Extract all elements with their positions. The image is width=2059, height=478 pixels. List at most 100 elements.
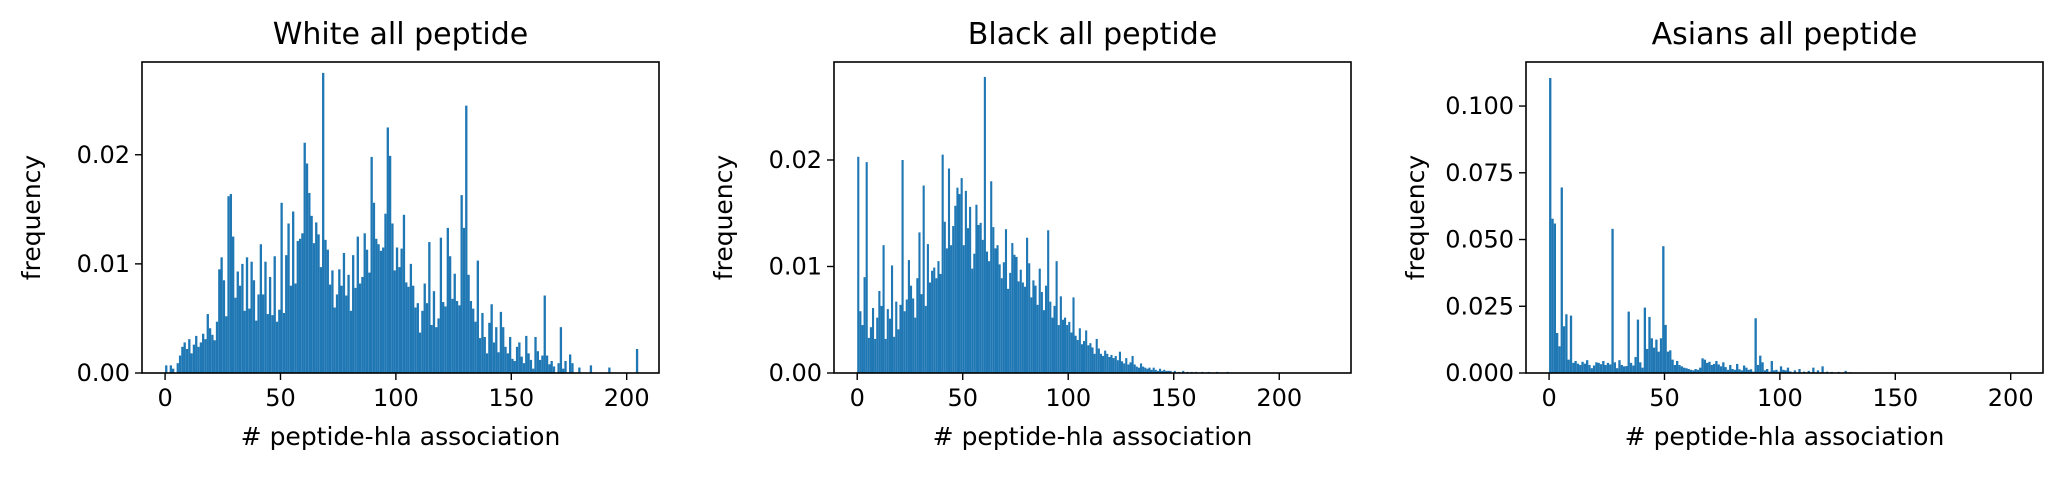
bar	[1137, 367, 1140, 373]
bar	[1701, 358, 1704, 373]
bar	[1000, 278, 1003, 373]
bar	[370, 156, 373, 373]
bar	[407, 286, 410, 373]
bar	[1692, 370, 1695, 373]
bar	[1671, 359, 1674, 373]
x-tick-label: 0	[157, 384, 172, 412]
bar	[1772, 370, 1776, 373]
bar	[981, 239, 984, 373]
bar	[933, 267, 936, 373]
bar	[282, 312, 286, 373]
bar	[992, 227, 995, 373]
bar	[169, 365, 173, 373]
bar	[190, 353, 193, 373]
bar	[1581, 361, 1584, 373]
bar	[969, 206, 972, 373]
bar	[1639, 362, 1642, 373]
x-axis-label: # peptide-hla association	[241, 422, 561, 451]
bar	[947, 168, 951, 373]
bar	[1026, 237, 1029, 373]
bar	[492, 342, 496, 373]
bar	[956, 187, 959, 373]
bar	[1017, 281, 1020, 373]
bar	[916, 278, 919, 373]
bar	[213, 340, 216, 373]
bar	[1083, 341, 1086, 373]
bar	[564, 361, 567, 373]
bar	[204, 339, 207, 373]
bar	[890, 265, 894, 373]
bar	[1652, 347, 1656, 373]
bar	[402, 214, 406, 373]
bar	[1055, 261, 1058, 373]
bar	[257, 294, 260, 373]
bar	[1616, 368, 1619, 373]
bar	[444, 306, 447, 373]
bar	[236, 271, 239, 373]
bars	[857, 76, 1229, 373]
bar	[488, 322, 491, 373]
bar	[1798, 369, 1801, 373]
bar	[914, 317, 917, 373]
bar	[1812, 367, 1815, 373]
bar	[1120, 361, 1124, 373]
bar	[222, 280, 226, 373]
bar	[1618, 360, 1621, 373]
bar	[1112, 358, 1115, 373]
bar	[1182, 370, 1185, 373]
bar	[211, 334, 214, 373]
bar	[912, 298, 915, 373]
bar	[1595, 362, 1598, 373]
bar	[571, 363, 574, 373]
bar	[1093, 353, 1096, 373]
bar	[317, 234, 320, 373]
bar	[867, 337, 870, 373]
bar	[1551, 218, 1554, 373]
bar	[935, 278, 938, 373]
bar	[448, 256, 452, 373]
bar	[557, 363, 560, 373]
bar	[430, 324, 433, 373]
bar	[973, 253, 976, 373]
bar	[1733, 369, 1737, 373]
bar	[559, 327, 563, 373]
bar	[1123, 363, 1126, 373]
bar	[1708, 361, 1711, 373]
bar	[301, 233, 304, 373]
bar	[287, 223, 290, 373]
chart-panel-1: 0 50 100 150 200 0.00 0.01 0.02 Black all peptid…	[709, 17, 1352, 451]
bar	[1148, 367, 1151, 373]
bar	[1742, 365, 1746, 373]
bar	[1042, 310, 1046, 373]
bar	[608, 367, 611, 373]
bar	[508, 336, 512, 373]
bar	[502, 327, 505, 373]
bar	[361, 276, 364, 373]
bar	[899, 304, 902, 373]
bar	[368, 272, 371, 373]
y-tick-label: 0.01	[77, 250, 130, 278]
bar	[922, 185, 925, 373]
bar	[1574, 360, 1577, 373]
bar	[928, 282, 932, 373]
chart-panel-0: 0 50 100 150 200 0.00 0.01 0.02 White all peptid…	[17, 17, 660, 451]
bar	[861, 325, 864, 373]
bar	[527, 353, 530, 373]
bar	[1011, 243, 1014, 373]
bar	[1784, 370, 1787, 373]
bar	[1068, 321, 1071, 373]
bar	[340, 285, 343, 373]
y-tick-label: 0.050	[1445, 226, 1514, 254]
bars	[1549, 78, 1921, 374]
bar	[1045, 285, 1048, 373]
bar	[534, 336, 537, 373]
bar	[578, 367, 581, 373]
bar	[197, 346, 200, 373]
bar	[1719, 366, 1723, 373]
bar	[1163, 369, 1166, 373]
bar	[1116, 360, 1119, 373]
bar	[192, 344, 196, 373]
bar	[497, 352, 500, 373]
bar	[425, 303, 429, 373]
bar	[1076, 339, 1079, 373]
